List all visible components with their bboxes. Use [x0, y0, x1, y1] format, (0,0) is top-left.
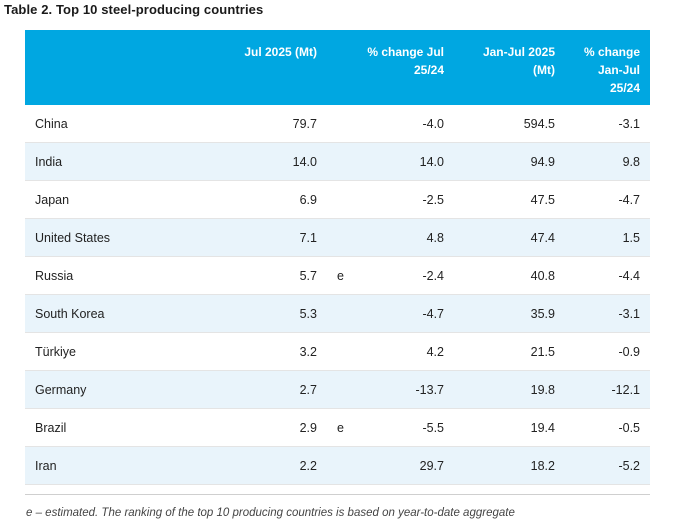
ytd-value-cell: 47.4 [530, 231, 555, 245]
country-cell: Iran [35, 459, 57, 473]
header-pct-jul-line1: % change Jul [367, 45, 444, 59]
jul-value-cell: 2.7 [299, 383, 317, 397]
pct-jul-cell: -2.4 [422, 269, 444, 283]
ytd-value-cell: 19.8 [530, 383, 555, 397]
table-row: Iran 2.2 29.7 18.2 -5.2 [25, 447, 650, 485]
pct-ytd-cell: -4.7 [618, 193, 640, 207]
country-cell: India [35, 155, 63, 169]
pct-jul-cell: -4.0 [422, 117, 444, 131]
header-jul-label: Jul 2025 (Mt) [244, 45, 317, 59]
ytd-value-cell: 19.4 [530, 421, 555, 435]
ytd-value-cell: 35.9 [530, 307, 555, 321]
jul-value-cell: 14.0 [292, 155, 317, 169]
ytd-value-cell: 94.9 [530, 155, 555, 169]
ytd-value-cell: 40.8 [530, 269, 555, 283]
country-cell: Germany [35, 383, 87, 397]
steel-production-table: Jul 2025 (Mt) % change Jul 25/24 Jan-Jul… [25, 30, 650, 485]
footnote: e – estimated. The ranking of the top 10… [26, 507, 515, 519]
table-row: China 79.7 -4.0 594.5 -3.1 [25, 105, 650, 143]
country-cell: Türkiye [35, 345, 76, 359]
jul-value-cell: 5.7 [299, 269, 317, 283]
pct-jul-cell: -5.5 [422, 421, 444, 435]
jul-value-cell: 2.2 [299, 459, 317, 473]
header-pct-ytd-line3: 25/24 [609, 81, 640, 95]
header-pct-change-ytd: % change Jan-Jul 25/24 [560, 43, 640, 97]
table-row: Japan 6.9 -2.5 47.5 -4.7 [25, 181, 650, 219]
table-row: Germany 2.7 -13.7 19.8 -12.1 [25, 371, 650, 409]
header-ytd-line1: Jan-Jul 2025 [482, 45, 555, 59]
pct-ytd-cell: 9.8 [622, 155, 640, 169]
header-ytd-line2: (Mt) [533, 63, 555, 77]
estimate-flag: e [337, 269, 344, 283]
pct-jul-cell: 29.7 [419, 459, 444, 473]
ytd-value-cell: 18.2 [530, 459, 555, 473]
pct-jul-cell: 14.0 [419, 155, 444, 169]
header-pct-ytd-line2: Jan-Jul [597, 63, 640, 77]
ytd-value-cell: 21.5 [530, 345, 555, 359]
table-row: United States 7.1 4.8 47.4 1.5 [25, 219, 650, 257]
estimate-flag: e [337, 421, 344, 435]
pct-ytd-cell: 1.5 [622, 231, 640, 245]
pct-ytd-cell: -0.9 [618, 345, 640, 359]
table-row: Türkiye 3.2 4.2 21.5 -0.9 [25, 333, 650, 371]
jul-value-cell: 3.2 [299, 345, 317, 359]
jul-value-cell: 2.9 [299, 421, 317, 435]
footer-divider [25, 494, 650, 495]
pct-jul-cell: -2.5 [422, 193, 444, 207]
table-row: India 14.0 14.0 94.9 9.8 [25, 143, 650, 181]
country-cell: South Korea [35, 307, 105, 321]
ytd-value-cell: 594.5 [523, 117, 555, 131]
table-row: Russia 5.7 e -2.4 40.8 -4.4 [25, 257, 650, 295]
table-title: Table 2. Top 10 steel-producing countrie… [4, 2, 264, 17]
jul-value-cell: 7.1 [299, 231, 317, 245]
jul-value-cell: 79.7 [292, 117, 317, 131]
pct-jul-cell: 4.8 [426, 231, 444, 245]
country-cell: Russia [35, 269, 74, 283]
pct-jul-cell: -4.7 [422, 307, 444, 321]
jul-value-cell: 6.9 [299, 193, 317, 207]
country-cell: United States [35, 231, 111, 245]
pct-ytd-cell: -5.2 [618, 459, 640, 473]
country-cell: Japan [35, 193, 70, 207]
pct-ytd-cell: -3.1 [618, 307, 640, 321]
table-row: Brazil 2.9 e -5.5 19.4 -0.5 [25, 409, 650, 447]
pct-jul-cell: 4.2 [426, 345, 444, 359]
country-cell: China [35, 117, 68, 131]
table-row: South Korea 5.3 -4.7 35.9 -3.1 [25, 295, 650, 333]
header-pct-ytd-line1: % change [583, 45, 640, 59]
pct-ytd-cell: -12.1 [611, 383, 641, 397]
ytd-value-cell: 47.5 [530, 193, 555, 207]
header-jul-2025: Jul 2025 (Mt) [197, 43, 317, 61]
pct-ytd-cell: -3.1 [618, 117, 640, 131]
jul-value-cell: 5.3 [299, 307, 317, 321]
header-pct-change-jul: % change Jul 25/24 [334, 43, 444, 79]
table-header: Jul 2025 (Mt) % change Jul 25/24 Jan-Jul… [25, 30, 650, 105]
pct-ytd-cell: -0.5 [618, 421, 640, 435]
pct-jul-cell: -13.7 [415, 383, 445, 397]
header-pct-jul-line2: 25/24 [413, 63, 444, 77]
country-cell: Brazil [35, 421, 67, 435]
pct-ytd-cell: -4.4 [618, 269, 640, 283]
header-jan-jul-2025: Jan-Jul 2025 (Mt) [455, 43, 555, 79]
